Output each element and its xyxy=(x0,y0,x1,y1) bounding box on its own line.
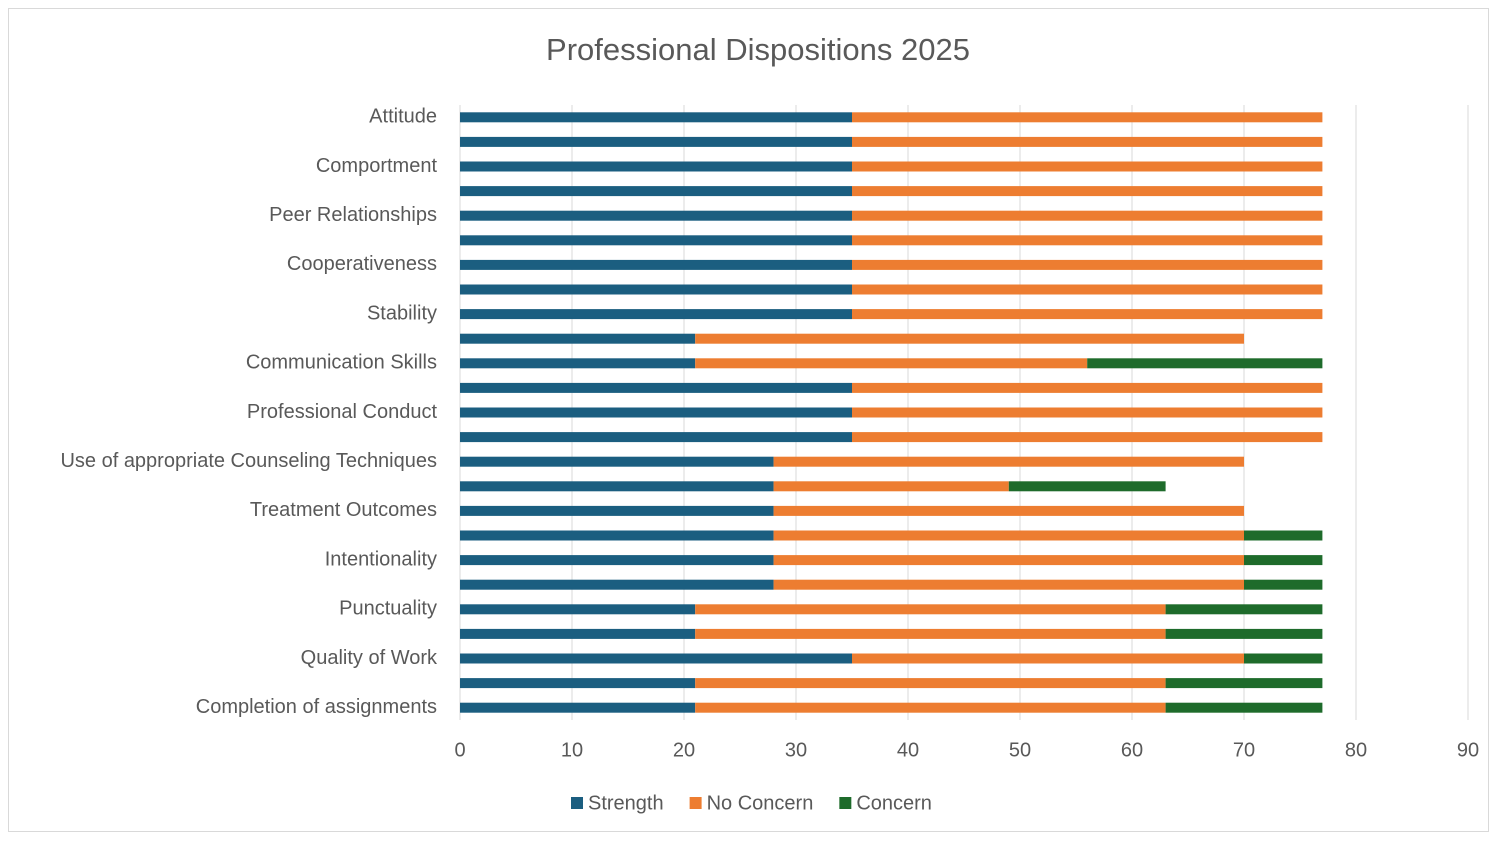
x-tick-label: 70 xyxy=(1233,739,1255,761)
bar-segment xyxy=(460,505,774,516)
bar-segment xyxy=(1087,358,1323,369)
bar-segment xyxy=(852,653,1244,664)
bar-segment xyxy=(460,579,774,590)
bar-segment xyxy=(460,259,852,270)
bar-segment xyxy=(852,161,1323,172)
x-tick-label: 90 xyxy=(1457,739,1479,761)
chart-title: Professional Dispositions 2025 xyxy=(546,32,970,67)
bar-segment xyxy=(852,186,1323,197)
bar-segment xyxy=(1244,555,1323,566)
bar-segment xyxy=(460,284,852,295)
bar-segment xyxy=(1008,481,1166,492)
bar-segment xyxy=(1165,678,1323,689)
y-tick-label: Attitude xyxy=(369,106,437,128)
x-tick-label: 80 xyxy=(1345,739,1367,761)
y-tick-label: Intentionality xyxy=(325,548,437,570)
bar-segment xyxy=(460,604,696,615)
bar-segment xyxy=(1244,579,1323,590)
bar-segment xyxy=(1244,653,1323,664)
x-tick-label: 0 xyxy=(454,739,465,761)
bar-segment xyxy=(852,432,1323,443)
y-tick-label: Quality of Work xyxy=(301,647,438,669)
bar-segment xyxy=(773,456,1244,467)
x-tick-label: 30 xyxy=(785,739,807,761)
bar-segment xyxy=(695,358,1088,369)
bar-segment xyxy=(1165,604,1323,615)
y-tick-label: Cooperativeness xyxy=(287,253,437,275)
bar-segment xyxy=(460,382,852,393)
legend-swatch xyxy=(571,797,583,809)
bar-segment xyxy=(695,678,1166,689)
y-tick-label: Punctuality xyxy=(339,598,437,620)
bar-segment xyxy=(460,358,696,369)
legend-swatch xyxy=(839,797,852,809)
bar-segment xyxy=(852,407,1323,418)
bar-segment xyxy=(460,161,852,172)
x-tick-label: 10 xyxy=(561,739,583,761)
bar-segment xyxy=(695,628,1166,639)
bar-segment xyxy=(852,284,1323,295)
bar-segment xyxy=(460,210,852,221)
bar-segment xyxy=(460,678,696,689)
y-tick-label: Use of appropriate Counseling Techniques xyxy=(60,450,437,472)
legend-swatch xyxy=(689,797,702,809)
bar-segment xyxy=(1165,628,1323,639)
bar-segment xyxy=(773,555,1244,566)
y-tick-label: Professional Conduct xyxy=(247,401,438,423)
legend-label: Strength xyxy=(588,792,664,814)
bar-segment xyxy=(460,407,852,418)
bar-segment xyxy=(852,235,1323,246)
bar-segment xyxy=(852,259,1323,270)
bar-segment xyxy=(460,628,696,639)
x-tick-label: 60 xyxy=(1121,739,1143,761)
bar-segment xyxy=(460,481,774,492)
bar-segment xyxy=(460,702,696,713)
bar-segment xyxy=(852,112,1323,123)
bar-segment xyxy=(773,481,1009,492)
bar-segment xyxy=(852,382,1323,393)
bar-segment xyxy=(695,333,1244,344)
y-tick-label: Communication Skills xyxy=(246,352,437,374)
y-tick-label: Completion of assignments xyxy=(196,696,437,718)
bar-segment xyxy=(1165,702,1323,713)
bar-segment xyxy=(695,604,1166,615)
bar-segment xyxy=(852,210,1323,221)
bar-segment xyxy=(1244,530,1323,541)
x-tick-label: 20 xyxy=(673,739,695,761)
x-tick-label: 50 xyxy=(1009,739,1031,761)
x-tick-label: 40 xyxy=(897,739,919,761)
legend-label: No Concern xyxy=(707,792,814,814)
bar-segment xyxy=(852,136,1323,147)
bar-segment xyxy=(773,505,1244,516)
bar-segment xyxy=(460,136,852,147)
bar-segment xyxy=(460,653,852,664)
y-tick-label: Peer Relationships xyxy=(269,204,437,226)
bar-segment xyxy=(460,186,852,197)
bar-segment xyxy=(773,530,1244,541)
bar-segment xyxy=(695,702,1166,713)
y-tick-label: Stability xyxy=(367,302,437,324)
y-tick-label: Treatment Outcomes xyxy=(250,499,437,521)
bar-segment xyxy=(460,112,852,123)
y-tick-label: Comportment xyxy=(316,155,438,177)
legend-label: Concern xyxy=(856,792,932,814)
bar-segment xyxy=(460,309,852,320)
bar-segment xyxy=(460,456,774,467)
bar-segment xyxy=(460,235,852,246)
bar-segment xyxy=(773,579,1244,590)
bar-segment xyxy=(460,432,852,443)
bar-segment xyxy=(460,530,774,541)
bar-segment xyxy=(852,309,1323,320)
bar-segment xyxy=(460,555,774,566)
bar-segment xyxy=(460,333,696,344)
